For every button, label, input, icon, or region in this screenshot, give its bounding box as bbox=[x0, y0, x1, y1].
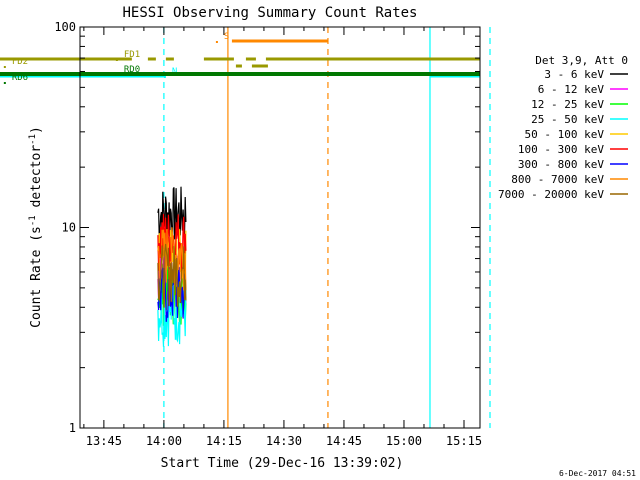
legend-label-8: 800 - 7000 keV bbox=[511, 173, 604, 186]
flag-dot-fd2 bbox=[3, 66, 6, 68]
legend-label-2: 6 - 12 keV bbox=[538, 83, 605, 96]
legend-label-9: 7000 - 20000 keV bbox=[498, 188, 604, 201]
series-line-8 bbox=[157, 227, 187, 291]
flag-label-fd2: FD2 bbox=[12, 57, 28, 67]
x-tick-label-3: 14:15 bbox=[206, 434, 242, 448]
plot-frame bbox=[79, 26, 481, 429]
y-tick-label-2: 10 bbox=[62, 221, 76, 235]
flag-dot-rd0 bbox=[115, 74, 118, 76]
flag-label-s: S bbox=[224, 32, 229, 42]
x-tick-label-7: 15:15 bbox=[446, 434, 482, 448]
y-axis-label-close: ) bbox=[29, 126, 44, 134]
flag-label-fd1: FD1 bbox=[124, 50, 140, 60]
y-tick-label-1: 100 bbox=[54, 20, 76, 34]
y-axis-label-exponent: -1 bbox=[28, 215, 38, 226]
x-tick-label-6: 15:00 bbox=[386, 434, 422, 448]
legend-label-4: 25 - 50 keV bbox=[531, 113, 604, 126]
flag-dot-n bbox=[163, 76, 166, 78]
x-axis-label: Start Time (29-Dec-16 13:39:02) bbox=[161, 456, 404, 471]
plot-area: NSFD1FD2RD0RD613:4514:0014:1514:3014:451… bbox=[0, 20, 491, 448]
y-axis-label-detector: detector bbox=[29, 145, 44, 216]
x-tick-label-4: 14:30 bbox=[266, 434, 302, 448]
legend-label-6: 100 - 300 keV bbox=[518, 143, 604, 156]
x-tick-label-1: 13:45 bbox=[86, 434, 122, 448]
flag-dot-rd6 bbox=[3, 82, 6, 84]
legend-label-3: 12 - 25 keV bbox=[531, 98, 604, 111]
legend-label-5: 50 - 100 keV bbox=[525, 128, 605, 141]
x-tick-label-5: 14:45 bbox=[326, 434, 362, 448]
y-tick-label-3: 1 bbox=[69, 421, 76, 435]
y-axis-label: Count Rate (s-1 detector-1) bbox=[28, 126, 44, 328]
legend-header: Det 3,9, Att 0 bbox=[535, 54, 628, 67]
flag-dot-fd1 bbox=[115, 59, 118, 61]
x-tick-label-2: 14:00 bbox=[146, 434, 182, 448]
y-axis-label-main: Count Rate (s bbox=[29, 226, 44, 328]
series-line-9 bbox=[157, 243, 187, 308]
y-axis-label-exponent-2: -1 bbox=[28, 134, 38, 145]
legend: Det 3,9, Att 0 3 - 6 keV 6 - 12 keV 12 - 2… bbox=[498, 54, 628, 201]
flag-label-rd6: RD6 bbox=[12, 73, 28, 83]
legend-label-7: 300 - 800 keV bbox=[518, 158, 604, 171]
flag-label-rd0: RD0 bbox=[124, 65, 140, 75]
footer-date: 6-Dec-2017 04:51 bbox=[559, 469, 636, 478]
legend-label-1: 3 - 6 keV bbox=[544, 68, 604, 81]
chart-title: HESSI Observing Summary Count Rates bbox=[122, 5, 417, 21]
flag-dot-s bbox=[215, 41, 218, 43]
